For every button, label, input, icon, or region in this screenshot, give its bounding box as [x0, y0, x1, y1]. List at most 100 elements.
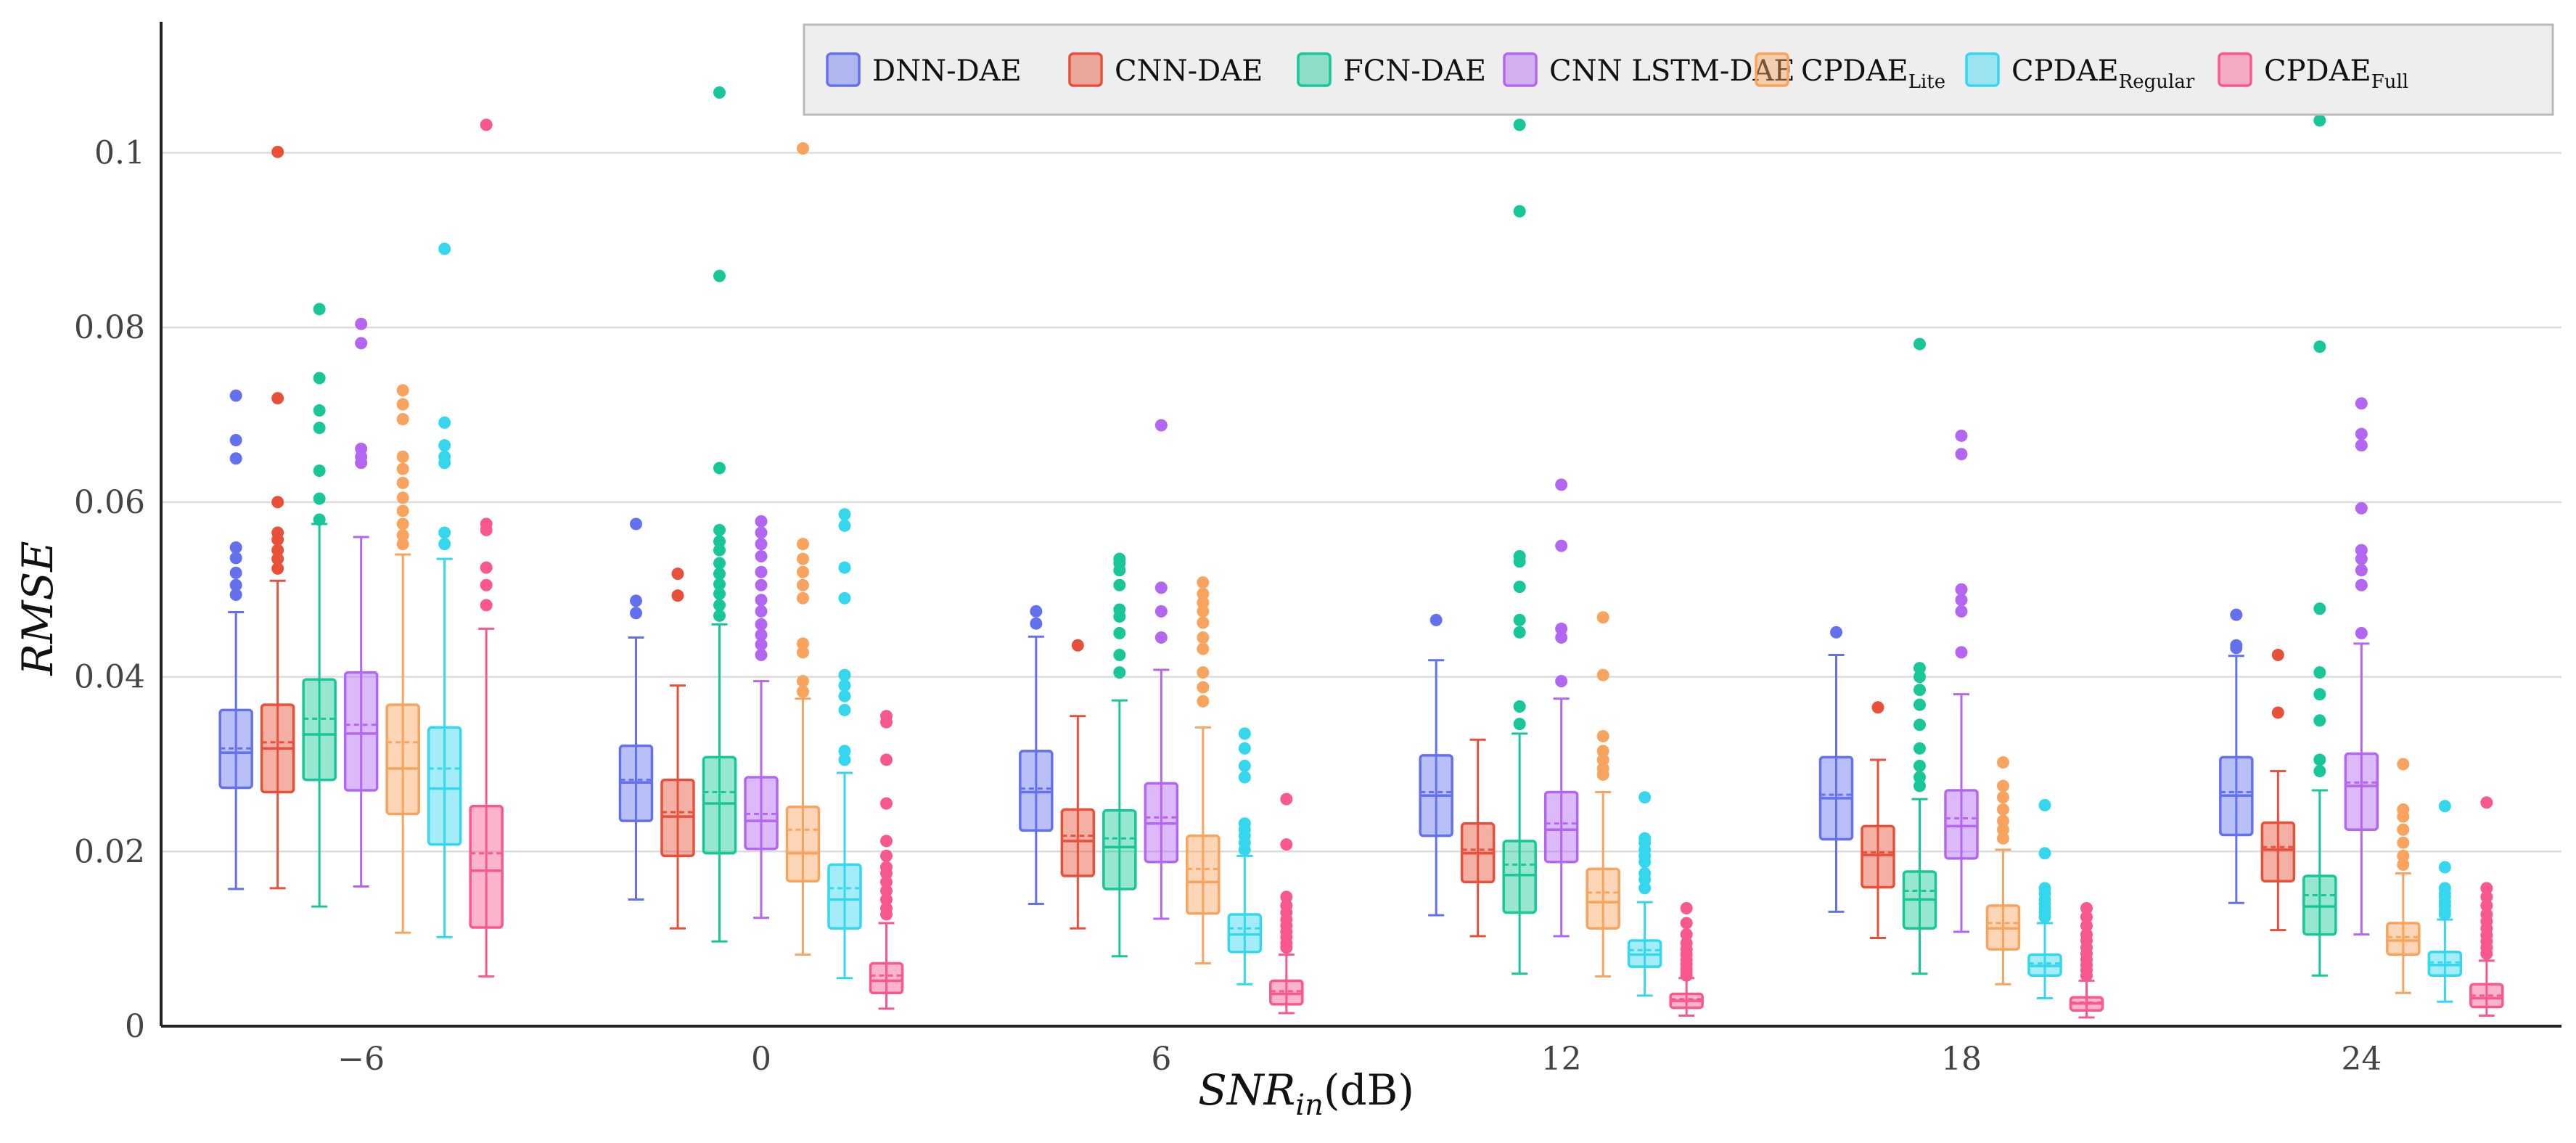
outlier-point [438, 439, 451, 452]
outlier-point [1680, 917, 1693, 930]
outlier-point [838, 689, 851, 702]
box-group [1419, 613, 1453, 917]
outlier-point [1238, 742, 1251, 755]
outlier-point [1913, 718, 1926, 732]
box-group [744, 515, 779, 919]
outlier-point [838, 668, 851, 681]
outlier-point [713, 599, 726, 612]
outlier-point [313, 303, 326, 316]
outlier-point [1197, 642, 1210, 655]
outlier-point [1638, 856, 1652, 869]
y-tick-label: 0.1 [94, 135, 145, 172]
box-iqr [2386, 922, 2421, 956]
outlier-point [838, 561, 851, 574]
box-group [2219, 608, 2254, 904]
y-tick-label: 0.04 [74, 659, 145, 696]
outlier-point [396, 529, 409, 542]
y-tick-label: 0 [125, 1008, 145, 1045]
box-iqr [1102, 808, 1137, 890]
outlier-point [797, 646, 809, 659]
outlier-point [396, 398, 409, 411]
outlier-point [2397, 836, 2410, 849]
y-tick-label: 0.06 [74, 484, 145, 521]
x-axis-title-subscript: in [1295, 1089, 1324, 1122]
outlier-point [1197, 576, 1210, 589]
outlier-point [1197, 596, 1210, 609]
box-group [260, 145, 295, 890]
outlier-point [880, 849, 893, 862]
legend-swatch [1068, 52, 1103, 87]
outlier-point [271, 533, 284, 546]
outlier-point [1238, 759, 1251, 772]
outlier-point [713, 535, 726, 548]
grid-layer [161, 152, 2561, 853]
legend-item: CPDAERegular [1965, 52, 2195, 93]
outlier-point [1997, 832, 2009, 845]
outlier-point [229, 566, 242, 579]
box-group [1102, 552, 1137, 958]
outlier-point [1638, 791, 1652, 804]
x-axis-title: SNRin(dB) [1198, 1065, 1414, 1122]
outlier-point [2355, 564, 2368, 577]
box-group [1586, 611, 1620, 978]
outlier-point [2080, 902, 2093, 915]
outlier-point [396, 450, 409, 463]
box-iqr [702, 755, 737, 855]
outlier-point [1680, 902, 1693, 915]
outlier-point [1113, 578, 1126, 591]
legend-label-subscript: Regular [2119, 71, 2195, 93]
outlier-point [1154, 605, 1168, 618]
outlier-point [2438, 861, 2451, 874]
outlier-point [1238, 727, 1251, 740]
outlier-point [480, 523, 493, 536]
outlier-point [1197, 666, 1210, 679]
box-group [2427, 800, 2463, 1003]
box-group [2260, 649, 2296, 932]
outlier-point [1913, 698, 1926, 711]
outlier-point [797, 142, 809, 155]
legend-swatch [2218, 52, 2252, 87]
outlier-point [1280, 941, 1293, 954]
outlier-point [229, 389, 242, 402]
outlier-point [438, 242, 451, 255]
outlier-point [755, 618, 768, 631]
legend-label: CPDAELite [1801, 54, 1945, 93]
box-group [1818, 626, 1854, 913]
outlier-point [1638, 873, 1652, 886]
outlier-point [2355, 626, 2368, 639]
legend-swatch [1965, 52, 2000, 87]
legend-label-main: CNN LSTM-DAE [1549, 54, 1795, 88]
outlier-point [671, 589, 684, 602]
outlier-point [2038, 911, 2051, 924]
legend-swatch [1755, 52, 1789, 87]
outlier-point [1113, 626, 1126, 639]
outlier-point [1913, 742, 1926, 755]
box-group [2069, 902, 2104, 1019]
outlier-point [2397, 810, 2410, 823]
outlier-point [797, 591, 809, 605]
outlier-point [630, 594, 642, 607]
outlier-point [2038, 847, 2051, 860]
outlier-point [755, 578, 768, 591]
outlier-point [797, 685, 809, 698]
outlier-point [713, 269, 726, 282]
outlier-point [1197, 631, 1210, 644]
box-group [785, 142, 821, 956]
outlier-point [1555, 631, 1568, 644]
legend-swatch [1503, 52, 1538, 87]
legend-label-main: CNN-DAE [1115, 54, 1263, 88]
box-iqr [660, 778, 695, 858]
outlier-point [1913, 337, 1926, 351]
legend-label: CPDAEFull [2264, 54, 2408, 93]
outlier-point [1280, 890, 1293, 904]
box-group [2344, 397, 2379, 936]
outlier-point [838, 519, 851, 532]
legend-item: CPDAEFull [2218, 52, 2408, 93]
box-iqr [827, 863, 862, 930]
outlier-point [2480, 899, 2493, 912]
outlier-point [797, 578, 809, 591]
outlier-point [1997, 803, 2009, 816]
outlier-point [713, 523, 726, 536]
outlier-point [755, 565, 768, 578]
outlier-point [1596, 768, 1609, 781]
